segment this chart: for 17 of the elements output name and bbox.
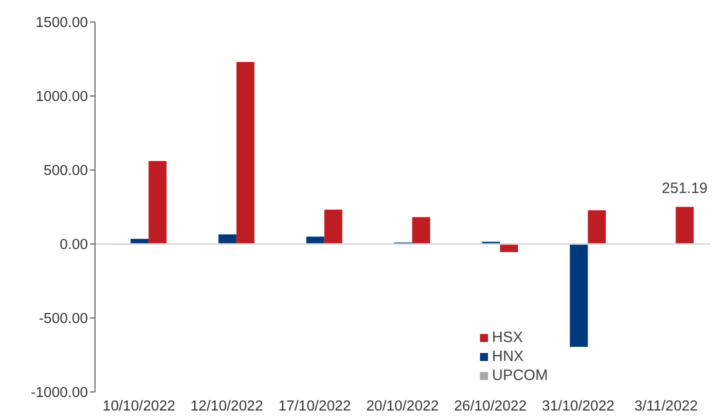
- data-label: 251.19: [662, 180, 708, 197]
- x-tick-label: 3/11/2022: [634, 398, 698, 414]
- x-tick-label: 26/10/2022: [454, 398, 527, 414]
- y-tick-label: 1000.00: [36, 89, 88, 106]
- y-tick-label: 0.00: [60, 237, 88, 254]
- y-tick-label: 500.00: [44, 163, 88, 180]
- y-tick-label: 1500.00: [36, 15, 88, 32]
- x-tick-label: 20/10/2022: [366, 398, 439, 414]
- x-tick-label: 17/10/2022: [278, 398, 351, 414]
- x-tick-label: 10/10/2022: [102, 398, 176, 414]
- legend-label: HSX: [492, 329, 523, 346]
- legend-label: HNX: [492, 348, 524, 365]
- y-tick-label: -500.00: [38, 311, 88, 328]
- x-tick-label: 31/10/2022: [542, 398, 615, 414]
- legend-label: UPCOM: [492, 367, 548, 384]
- y-tick-label: -1000.00: [30, 385, 88, 402]
- x-tick-label: 12/10/2022: [190, 398, 264, 414]
